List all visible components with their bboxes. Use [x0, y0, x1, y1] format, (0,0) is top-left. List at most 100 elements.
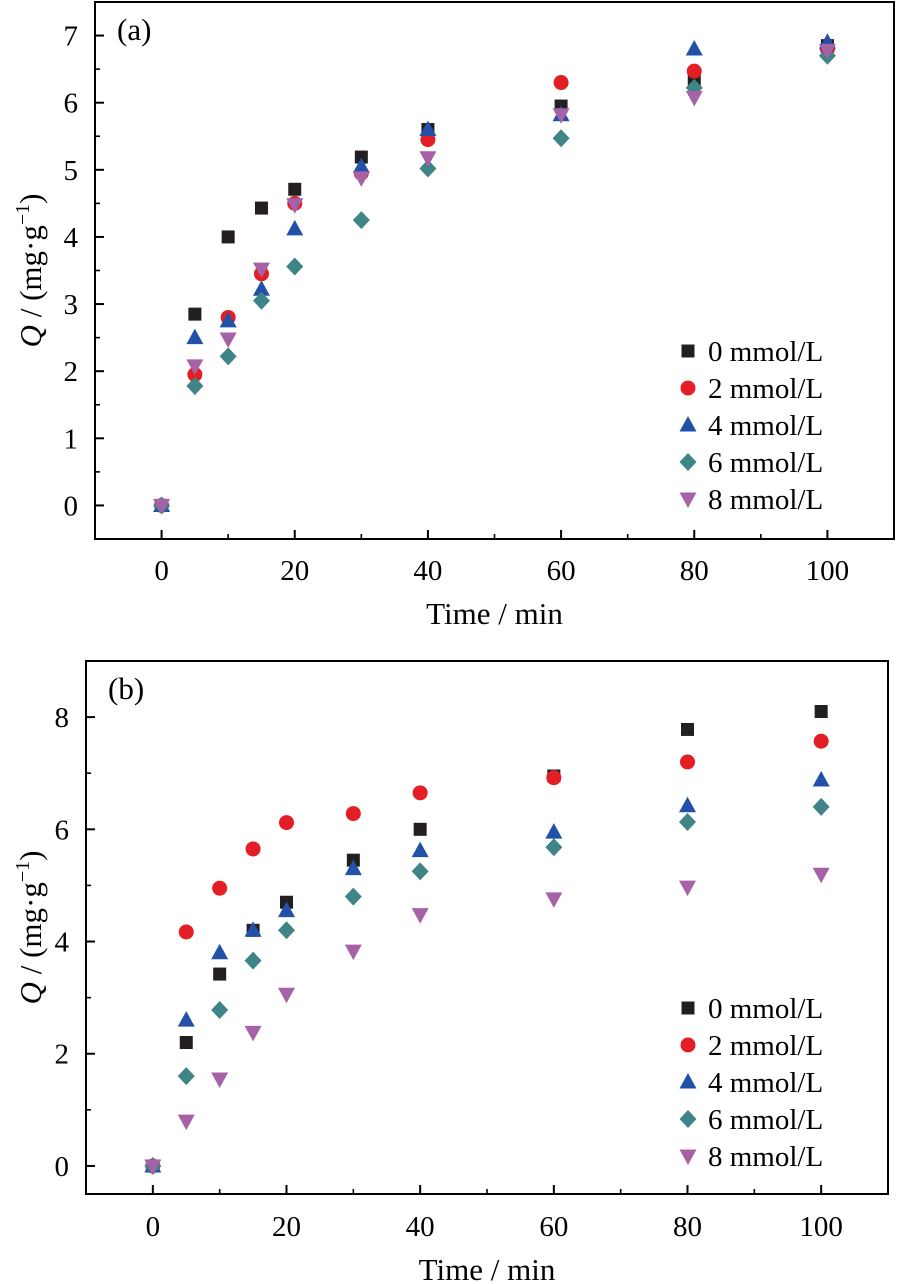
data-point: [552, 108, 570, 124]
series-4-mmol-l: [144, 770, 830, 1173]
y-axis-title-unit: / (mg·g: [13, 225, 48, 325]
data-point: [279, 815, 294, 831]
legend-marker: [681, 344, 695, 358]
data-point: [212, 880, 228, 896]
x-tick-label: 100: [799, 1211, 843, 1243]
x-tick-label: 20: [280, 555, 309, 587]
data-point: [254, 201, 268, 215]
data-point: [411, 908, 429, 924]
data-point: [188, 307, 202, 321]
data-point: [685, 39, 703, 56]
legend-label: 8 mmol/L: [708, 1141, 823, 1173]
x-tick-label: 20: [272, 1211, 301, 1243]
data-point: [278, 921, 295, 940]
data-point: [352, 211, 370, 230]
data-point: [211, 1072, 229, 1088]
data-point: [553, 75, 569, 91]
data-point: [244, 951, 262, 970]
x-tick-label: 80: [673, 1211, 702, 1243]
data-point: [252, 262, 270, 279]
data-point: [545, 823, 563, 839]
y-tick-label: 2: [55, 1039, 70, 1071]
x-tick-label: 80: [680, 555, 709, 587]
legend-marker: [681, 1001, 695, 1015]
legend-marker: [679, 453, 697, 471]
legend-label: 6 mmol/L: [708, 447, 823, 479]
data-point: [179, 1036, 193, 1050]
data-point: [211, 943, 229, 960]
data-point: [680, 754, 695, 770]
y-axis-title-exponent: −1: [12, 204, 34, 225]
chart-panel-a: 0 20 40 60 80 100 0 1 2 3 4 5 6 7 Time / min Q / (mg·g−…: [12, 1, 895, 631]
data-point: [545, 892, 563, 908]
y-axis-title-exponent: −1: [12, 861, 34, 882]
data-point: [411, 862, 429, 881]
data-point: [812, 770, 830, 787]
legend-marker: [680, 380, 696, 396]
data-point: [812, 867, 830, 884]
y-tick-label: 4: [55, 927, 70, 959]
legend-marker: [679, 1110, 697, 1128]
data-point: [219, 332, 237, 348]
data-point: [186, 328, 204, 345]
legend-label: 8 mmol/L: [708, 484, 823, 516]
data-point: [186, 376, 204, 395]
series-8-mmol-l: [144, 867, 830, 1175]
chart-panel-b: 0 20 40 60 80 100 0 2 4 6 8 Time / min Q / (mg·g−1) (…: [12, 660, 889, 1284]
data-point: [685, 90, 703, 107]
data-point: [345, 806, 361, 822]
data-point: [244, 1025, 262, 1042]
data-point: [213, 967, 227, 981]
y-tick-label: 4: [64, 222, 79, 254]
x-tick-label: 0: [154, 555, 169, 587]
data-point: [814, 704, 828, 718]
series-6-mmol-l: [153, 46, 836, 515]
data-point: [818, 43, 836, 60]
data-point: [211, 1000, 229, 1019]
data-point: [344, 944, 362, 961]
data-point: [419, 120, 437, 137]
legend-label: 2 mmol/L: [708, 1030, 823, 1062]
data-point: [286, 219, 304, 236]
legend-label: 6 mmol/L: [708, 1104, 823, 1136]
y-axis-title-close: ): [13, 194, 48, 204]
legend-label: 4 mmol/L: [708, 1067, 823, 1099]
data-point: [177, 1114, 195, 1131]
data-point: [344, 887, 362, 906]
legend-marker: [679, 416, 697, 432]
x-tick-label: 60: [547, 555, 576, 587]
legend-marker: [679, 492, 697, 508]
data-point: [278, 987, 295, 1004]
series-8-mmol-l: [153, 43, 836, 515]
data-point: [186, 359, 204, 375]
data-point: [177, 1067, 195, 1086]
panel-label: (a): [117, 12, 151, 47]
series-2-mmol-l: [154, 41, 835, 513]
panel-label: (b): [108, 671, 144, 706]
y-tick-label: 2: [64, 356, 79, 388]
data-point: [419, 159, 437, 178]
x-tick-label: 40: [413, 555, 442, 587]
legend-label: 2 mmol/L: [708, 373, 823, 405]
data-point: [413, 822, 427, 836]
data-point: [286, 198, 304, 214]
data-point: [352, 171, 370, 187]
y-tick-label: 6: [55, 814, 70, 846]
data-point: [278, 901, 295, 918]
data-point: [178, 924, 194, 940]
x-axis-title: Time / min: [426, 596, 563, 631]
y-tick-label: 5: [64, 155, 79, 187]
data-point: [219, 347, 237, 366]
data-point: [153, 498, 171, 515]
y-tick-label: 8: [55, 702, 70, 734]
y-axis-title-symbol: Q: [13, 325, 48, 347]
legend-label: 0 mmol/L: [708, 993, 823, 1025]
y-axis-title-close: ): [13, 851, 48, 861]
series-0-mmol-l: [146, 704, 828, 1173]
legend-label: 4 mmol/L: [708, 410, 823, 442]
x-tick-label: 0: [146, 1211, 161, 1243]
y-tick-label: 7: [64, 21, 79, 53]
data-point: [813, 733, 829, 749]
x-tick-label: 100: [806, 555, 850, 587]
